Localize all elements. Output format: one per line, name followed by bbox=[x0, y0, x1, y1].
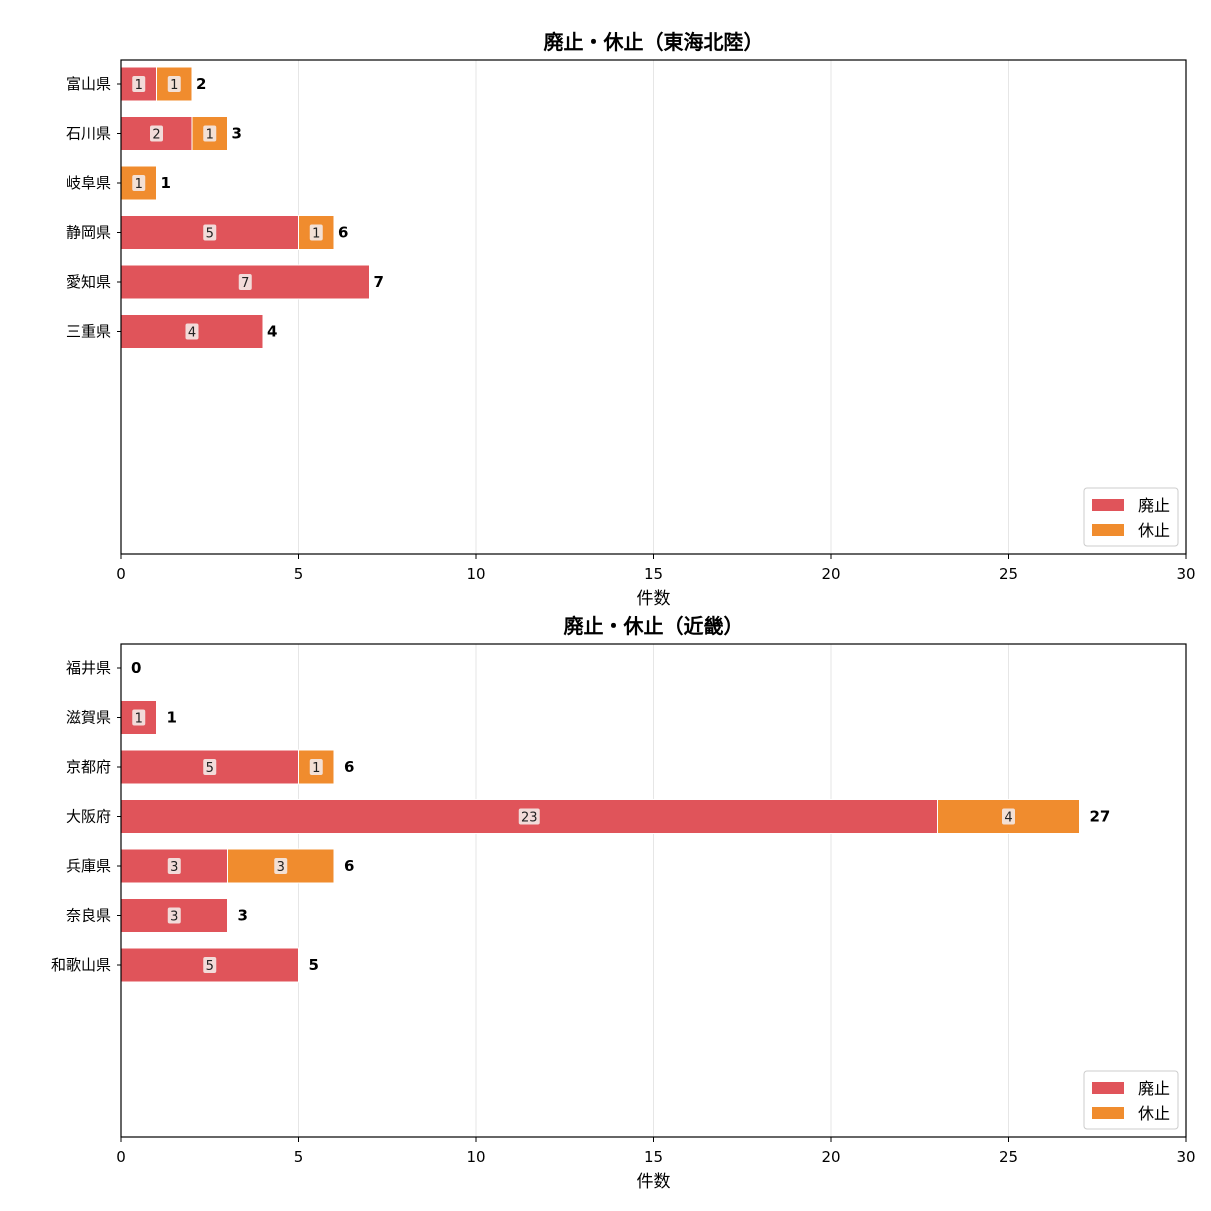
legend-swatch-haishi bbox=[1092, 499, 1124, 511]
x-tick-label: 20 bbox=[821, 1148, 840, 1166]
x-tick-label: 15 bbox=[644, 565, 663, 583]
total-label: 27 bbox=[1090, 808, 1111, 826]
total-label: 1 bbox=[161, 174, 171, 192]
segment-label-box bbox=[309, 759, 323, 775]
y-tick-label: 三重県 bbox=[66, 323, 111, 341]
segment-label-box bbox=[132, 76, 146, 92]
segment-label: 3 bbox=[170, 860, 178, 875]
segment-label: 1 bbox=[170, 78, 178, 93]
legend-swatch-kyushi bbox=[1092, 524, 1124, 536]
x-tick-label: 0 bbox=[116, 1148, 126, 1166]
total-label: 6 bbox=[344, 857, 354, 875]
total-label: 3 bbox=[238, 907, 248, 925]
segment-label-box bbox=[132, 709, 146, 726]
segment-label: 3 bbox=[277, 860, 285, 875]
x-tick-label: 10 bbox=[466, 565, 485, 583]
x-tick-label: 15 bbox=[644, 1148, 663, 1166]
total-label: 4 bbox=[267, 323, 277, 341]
segment-label-box bbox=[167, 907, 181, 924]
segment-label: 5 bbox=[206, 227, 214, 242]
segment-label: 7 bbox=[241, 276, 249, 291]
legend-label: 廃止 bbox=[1138, 496, 1170, 515]
segment-label-box bbox=[203, 224, 217, 241]
chart-title: 廃止・休止（近畿） bbox=[564, 614, 744, 638]
segment-label-box bbox=[203, 759, 217, 775]
x-tick-label: 20 bbox=[821, 565, 840, 583]
chart-panel-2: 廃止・休止（近畿） 0 福井県 1 1 滋賀県 5 1 6 京都府 23 4 27 大阪府 3 3 6 兵庫県 3 3… bbox=[51, 614, 1196, 1192]
x-axis-label: 件数 bbox=[637, 589, 671, 609]
y-tick-label: 静岡県 bbox=[66, 224, 111, 242]
y-tick-label: 福井県 bbox=[66, 659, 111, 677]
x-axis-label: 件数 bbox=[637, 1172, 671, 1192]
y-tick-label: 富山県 bbox=[66, 75, 111, 93]
segment-label-box bbox=[274, 858, 288, 874]
segment-label: 1 bbox=[312, 761, 320, 776]
total-label: 6 bbox=[344, 758, 354, 776]
segment-label-box bbox=[203, 125, 217, 142]
legend-swatch-kyushi bbox=[1092, 1107, 1124, 1119]
segment-label-box bbox=[185, 323, 199, 340]
y-tick-label: 滋賀県 bbox=[66, 709, 111, 727]
segment-label-box bbox=[150, 125, 163, 142]
segment-label: 1 bbox=[135, 712, 143, 727]
x-tick-label: 30 bbox=[1176, 1148, 1195, 1166]
segment-label-box bbox=[309, 224, 323, 241]
y-tick-label: 岐阜県 bbox=[66, 174, 111, 192]
segment-label: 23 bbox=[521, 811, 538, 826]
x-tick-label: 5 bbox=[294, 1148, 304, 1166]
segment-label-box bbox=[203, 957, 217, 973]
segment-label: 1 bbox=[135, 177, 143, 192]
total-label: 0 bbox=[131, 659, 141, 677]
x-tick-label: 25 bbox=[999, 565, 1018, 583]
segment-label: 1 bbox=[312, 227, 320, 242]
total-label: 2 bbox=[196, 75, 206, 93]
segment-label-box bbox=[518, 808, 540, 825]
y-tick-label: 兵庫県 bbox=[66, 857, 111, 875]
y-tick-label: 石川県 bbox=[66, 125, 111, 143]
segment-label: 1 bbox=[135, 78, 143, 93]
total-label: 1 bbox=[167, 709, 177, 727]
x-tick-label: 10 bbox=[466, 1148, 485, 1166]
segment-label: 3 bbox=[170, 910, 178, 925]
legend-label: 廃止 bbox=[1138, 1079, 1170, 1098]
x-tick-label: 0 bbox=[116, 565, 126, 583]
x-tick-label: 30 bbox=[1176, 565, 1195, 583]
y-tick-label: 京都府 bbox=[66, 758, 111, 776]
segment-label: 4 bbox=[188, 326, 196, 341]
segment-label: 2 bbox=[152, 128, 160, 143]
segment-label: 5 bbox=[206, 959, 214, 974]
total-label: 5 bbox=[309, 956, 319, 974]
segment-label: 1 bbox=[206, 128, 214, 143]
segment-label-box bbox=[167, 76, 181, 92]
segment-label-box bbox=[238, 274, 252, 290]
legend-label: 休止 bbox=[1138, 1104, 1170, 1123]
y-tick-label: 奈良県 bbox=[66, 907, 111, 925]
total-label: 3 bbox=[232, 125, 242, 143]
y-tick-label: 愛知県 bbox=[66, 273, 111, 291]
y-tick-label: 和歌山県 bbox=[51, 956, 111, 974]
segment-label-box bbox=[132, 175, 146, 191]
segment-label: 4 bbox=[1004, 811, 1012, 826]
segment-label: 5 bbox=[206, 761, 214, 776]
total-label: 6 bbox=[338, 224, 348, 242]
x-tick-label: 25 bbox=[999, 1148, 1018, 1166]
chart-panel-1: 廃止・休止（東海北陸） 1 1 2 富山県 2 1 3 石川県 1 1 岐阜県 5 1 6 静岡県 7 7 愛知県 4… bbox=[66, 30, 1196, 609]
chart-title: 廃止・休止（東海北陸） bbox=[544, 30, 764, 54]
x-tick-label: 5 bbox=[294, 565, 304, 583]
legend-label: 休止 bbox=[1138, 521, 1170, 540]
segment-label-box bbox=[167, 858, 181, 874]
y-tick-label: 大阪府 bbox=[66, 808, 111, 826]
total-label: 7 bbox=[374, 273, 384, 291]
legend-swatch-haishi bbox=[1092, 1082, 1124, 1094]
segment-label-box bbox=[1002, 808, 1015, 825]
